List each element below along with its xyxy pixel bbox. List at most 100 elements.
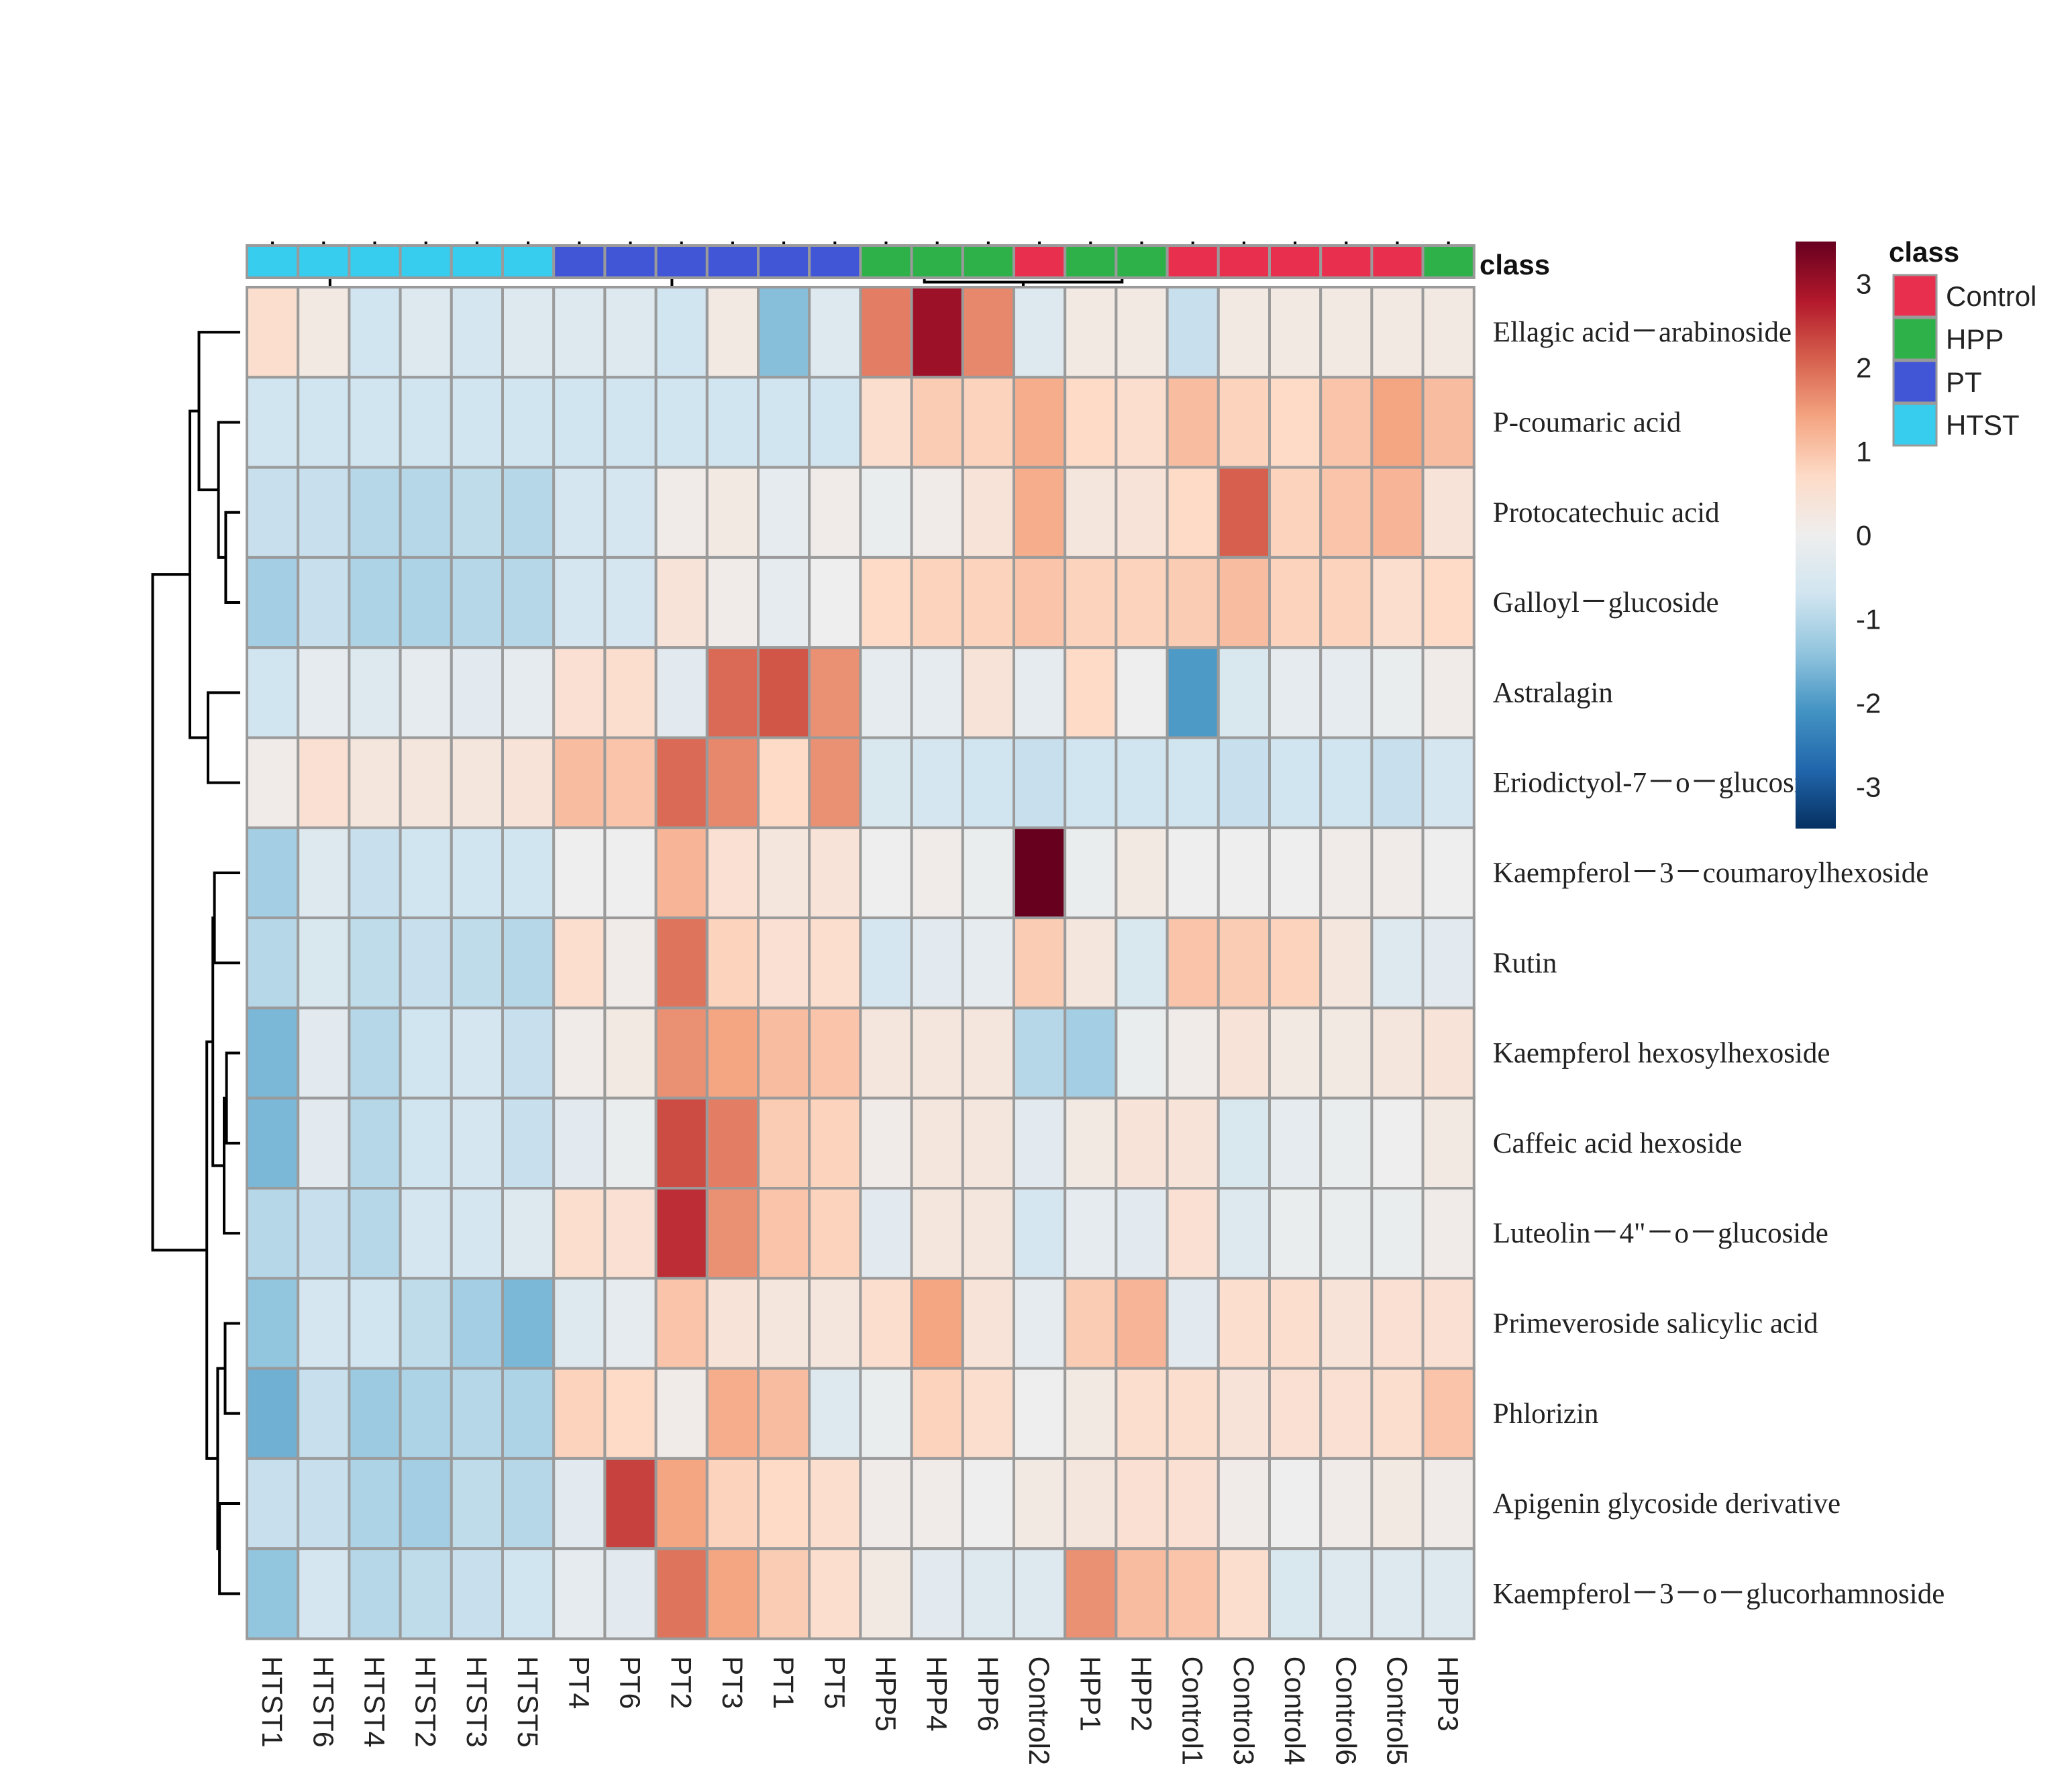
heatmap-cell <box>859 1367 913 1460</box>
column-label: PT2 <box>665 1656 697 1709</box>
row-label: Caffeic acid hexoside <box>1493 1128 1743 1159</box>
class-annotation-cell <box>1268 244 1323 279</box>
heatmap-cell <box>859 466 913 559</box>
heatmap-cell <box>910 826 964 920</box>
heatmap-cell <box>705 376 760 469</box>
heatmap-cell <box>450 1547 504 1640</box>
heatmap-cell <box>603 1277 658 1370</box>
heatmap-cell <box>348 1096 402 1190</box>
row-label: Luteolin－4"－o－glucoside <box>1493 1218 1828 1249</box>
heatmap-cell <box>450 286 504 379</box>
heatmap-cell <box>450 1457 504 1550</box>
heatmap-cell <box>246 556 300 649</box>
heatmap-cell <box>1115 1187 1169 1280</box>
heatmap-cell <box>348 286 402 379</box>
heatmap-cell <box>1013 1277 1067 1370</box>
heatmap-cell <box>859 286 913 379</box>
heatmap-cell <box>1216 556 1272 649</box>
dendrogram-branch <box>207 691 240 784</box>
heatmap-cell <box>1370 1457 1424 1550</box>
legend-swatch <box>1892 403 1938 447</box>
heatmap-cell <box>1013 916 1067 1010</box>
heatmap-cell <box>603 1187 658 1280</box>
heatmap-cell <box>705 466 760 559</box>
class-annotation-cell <box>603 244 658 279</box>
heatmap-cell <box>757 916 811 1010</box>
heatmap-cell <box>603 286 658 379</box>
legend-title: class <box>1889 236 1959 268</box>
heatmap-cell <box>501 1277 556 1370</box>
row-label: Apigenin glycoside derivative <box>1493 1488 1841 1520</box>
heatmap-cell <box>808 826 862 920</box>
heatmap-cell <box>552 376 607 469</box>
heatmap-cell <box>399 1277 453 1370</box>
heatmap-cell <box>808 1367 862 1460</box>
heatmap-cell <box>654 1096 709 1190</box>
colorbar-tick-label: 0 <box>1856 520 1871 551</box>
class-annotation-cell <box>1370 244 1424 279</box>
class-annotation-cell <box>297 244 351 279</box>
heatmap-cell <box>961 826 1016 920</box>
heatmap-cell <box>1013 646 1067 739</box>
heatmap-cell <box>1216 1096 1272 1190</box>
heatmap-cell <box>246 1096 300 1190</box>
heatmap-cell <box>1115 826 1169 920</box>
heatmap-cell <box>297 646 351 739</box>
heatmap-cell <box>705 1006 760 1100</box>
heatmap-cell <box>1370 1367 1424 1460</box>
heatmap-cell <box>1370 1006 1424 1100</box>
heatmap-cell <box>705 736 760 829</box>
heatmap-cell <box>603 916 658 1010</box>
heatmap-cell <box>399 556 453 649</box>
heatmap-cell <box>961 1277 1016 1370</box>
heatmap-cell <box>1370 556 1424 649</box>
heatmap-cell <box>552 1457 607 1550</box>
heatmap-cell <box>705 1367 760 1460</box>
heatmap-cell <box>808 1187 862 1280</box>
heatmap-cell <box>1166 1006 1220 1100</box>
heatmap-cell <box>961 1367 1016 1460</box>
heatmap-cell <box>1115 466 1169 559</box>
heatmap-cell <box>961 1457 1016 1550</box>
heatmap-cell <box>450 1006 504 1100</box>
heatmap-cell <box>1421 1457 1475 1550</box>
heatmap-cell <box>348 1457 402 1550</box>
heatmap-cell <box>757 286 811 379</box>
column-label: Control2 <box>1023 1656 1055 1766</box>
heatmap-cell <box>501 1547 556 1640</box>
class-annotation-cell <box>808 244 862 279</box>
heatmap-cell <box>1268 736 1323 829</box>
heatmap-cell <box>348 1006 402 1100</box>
heatmap-cell <box>1319 1006 1374 1100</box>
heatmap-cell <box>808 466 862 559</box>
heatmap-cell <box>399 916 453 1010</box>
column-label: HTST3 <box>460 1656 493 1748</box>
heatmap-cell <box>1319 466 1374 559</box>
heatmap-cell <box>246 466 300 559</box>
heatmap-cell <box>552 286 607 379</box>
heatmap-cell <box>705 286 760 379</box>
heatmap-cell <box>808 916 862 1010</box>
heatmap-cell <box>1370 736 1424 829</box>
heatmap-cell <box>1064 1457 1118 1550</box>
heatmap-cell <box>1268 1457 1323 1550</box>
heatmap-cell <box>450 826 504 920</box>
heatmap-cell <box>1013 736 1067 829</box>
heatmap-cell <box>961 1547 1016 1640</box>
heatmap-cell <box>654 1187 709 1280</box>
heatmap-cell <box>1319 1457 1374 1550</box>
column-label: PT4 <box>562 1656 594 1709</box>
heatmap-cell <box>603 1096 658 1190</box>
heatmap-cell <box>961 376 1016 469</box>
heatmap-cell <box>501 1457 556 1550</box>
heatmap-cell <box>501 1006 556 1100</box>
row-label: Phlorizin <box>1493 1398 1599 1430</box>
heatmap-cell <box>1421 1547 1475 1640</box>
colorbar-tick-label: 1 <box>1856 436 1871 468</box>
heatmap-cell <box>1013 1457 1067 1550</box>
heatmap-cell <box>757 1096 811 1190</box>
legend-label: PT <box>1946 366 1982 398</box>
heatmap-cell <box>859 1187 913 1280</box>
legend-swatch <box>1892 360 1938 404</box>
